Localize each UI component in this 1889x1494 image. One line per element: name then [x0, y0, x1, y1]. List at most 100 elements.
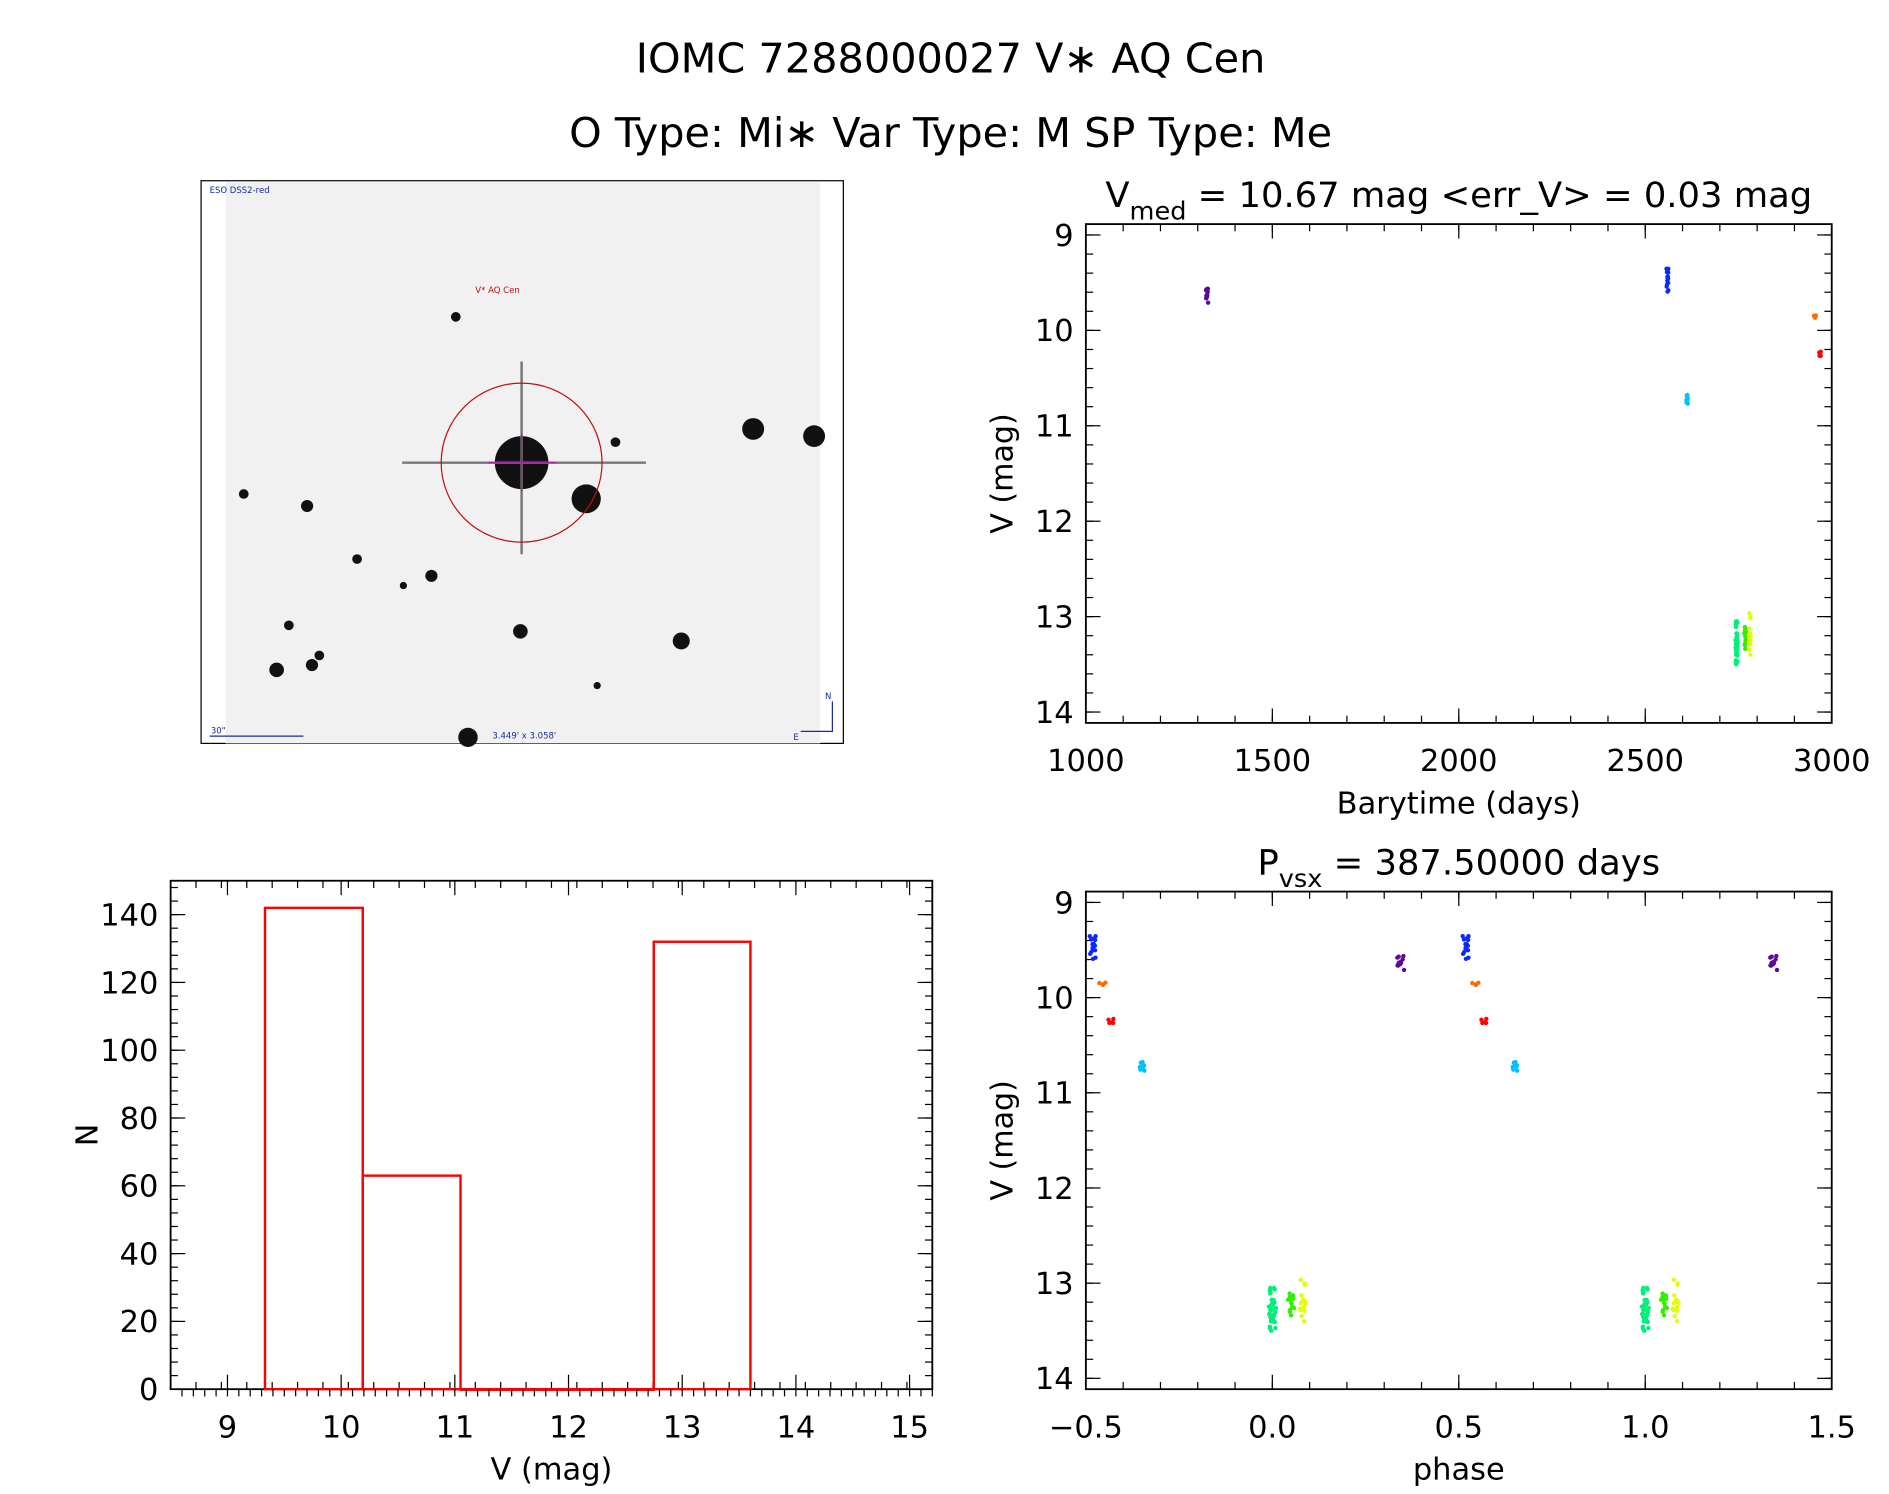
data-point [1673, 1299, 1678, 1304]
data-point [1818, 353, 1823, 359]
compass-east-label: E [793, 732, 798, 742]
data-point [1743, 646, 1748, 652]
y-tick-label: 11 [1035, 410, 1074, 445]
data-point [1401, 953, 1406, 959]
star [283, 620, 294, 631]
data-point [1483, 1020, 1489, 1026]
data-point [1660, 1307, 1666, 1313]
star [399, 581, 408, 590]
data-point [1298, 1307, 1303, 1313]
data-point [1289, 1304, 1295, 1309]
data-point [1747, 626, 1752, 631]
plot-title-main: V [1105, 175, 1129, 216]
data-point [1664, 282, 1670, 287]
survey-label: ESO DSS2-red [210, 185, 270, 195]
data-point [1269, 1302, 1275, 1307]
x-tick-label: 1.5 [1807, 1411, 1855, 1446]
y-axis-label: V (mag) [986, 1080, 1021, 1201]
data-point [1747, 632, 1753, 637]
data-point [1476, 980, 1481, 985]
data-point [1511, 1060, 1517, 1065]
finder-image: ESO DSS2-red V* AQ Cen 30" 3.449' x 3.05… [200, 180, 844, 747]
x-axis-label: V (mag) [490, 1453, 612, 1488]
data-point [1398, 961, 1403, 967]
data-point [1401, 967, 1407, 973]
axes-frame [1084, 890, 1833, 1391]
data-point [1141, 1063, 1147, 1068]
data-point [1734, 631, 1739, 636]
y-tick-label: 140 [100, 899, 158, 934]
data-point [1748, 652, 1753, 657]
data-point [1672, 1313, 1677, 1319]
data-point [1093, 955, 1098, 960]
data-point [1287, 1307, 1293, 1313]
y-axis-label: N [70, 1124, 105, 1147]
y-tick-label: 100 [100, 1034, 158, 1069]
star [593, 681, 601, 690]
data-point [1097, 980, 1102, 986]
histogram-bar [459, 1387, 559, 1391]
data-point [1746, 641, 1752, 646]
data-point [1268, 1316, 1274, 1321]
data-point [1817, 350, 1822, 355]
y-tick-label: 60 [120, 1170, 159, 1205]
data-point [1110, 1020, 1116, 1026]
x-tick-label: 2000 [1420, 744, 1498, 779]
star [305, 659, 319, 672]
data-point [1511, 1067, 1516, 1072]
star [238, 489, 249, 499]
data-point [1272, 1310, 1278, 1315]
data-point [1138, 1060, 1144, 1065]
data-point [1747, 611, 1752, 616]
data-point [1267, 1311, 1272, 1316]
plot-title: Vmed = 10.67 mag <err_V> = 0.03 mag [1105, 175, 1812, 225]
data-point [1465, 943, 1471, 948]
data-point [1269, 1297, 1274, 1303]
data-point [1665, 276, 1671, 281]
star [352, 554, 362, 564]
data-point [1641, 1285, 1646, 1291]
data-point [1641, 1308, 1646, 1313]
star [513, 624, 528, 639]
x-tick-label: 12 [549, 1411, 588, 1446]
data-point [1300, 1299, 1305, 1304]
data-point [1302, 1282, 1307, 1287]
x-tick-label: 1000 [1047, 744, 1125, 779]
data-point [1142, 1068, 1147, 1073]
y-axis-label: V (mag) [986, 413, 1021, 534]
data-point [1674, 1304, 1680, 1310]
data-point [1644, 1285, 1650, 1291]
data-point [1747, 647, 1752, 652]
data-point [1273, 1305, 1279, 1311]
phased-lightcurve-plot: −0.5 0.0 0.5 1.0 1.5 9 10 11 12 13 14 phase V (mag) P… [986, 843, 1856, 1488]
data-point [1395, 955, 1400, 960]
data-point [1299, 1293, 1304, 1298]
data-point [1645, 1310, 1651, 1315]
data-point [1662, 1304, 1668, 1309]
data-point [1733, 641, 1739, 646]
data-point [1400, 957, 1405, 962]
data-point [1515, 1068, 1520, 1073]
data-point [1663, 1296, 1669, 1301]
data-point [1671, 1277, 1676, 1282]
data-point [1811, 313, 1817, 319]
data-point [1733, 659, 1739, 665]
data-point [1479, 1017, 1484, 1022]
data-point [1748, 616, 1753, 621]
plot-title: Pvsx = 387.50000 days [1257, 843, 1660, 893]
data-point [1470, 980, 1475, 986]
data-point [1660, 1291, 1665, 1296]
x-tick-label: 0.0 [1248, 1411, 1296, 1446]
data-point [1768, 955, 1773, 960]
x-tick-label: 1500 [1234, 744, 1312, 779]
data-point [1289, 1300, 1294, 1306]
star [301, 500, 314, 513]
data-point [1640, 1291, 1646, 1296]
data-point [1093, 937, 1098, 943]
data-point [1106, 1017, 1111, 1022]
data-point [1733, 619, 1739, 624]
data-point [1742, 641, 1748, 646]
data-point [1089, 949, 1094, 954]
data-point [1642, 1302, 1648, 1307]
